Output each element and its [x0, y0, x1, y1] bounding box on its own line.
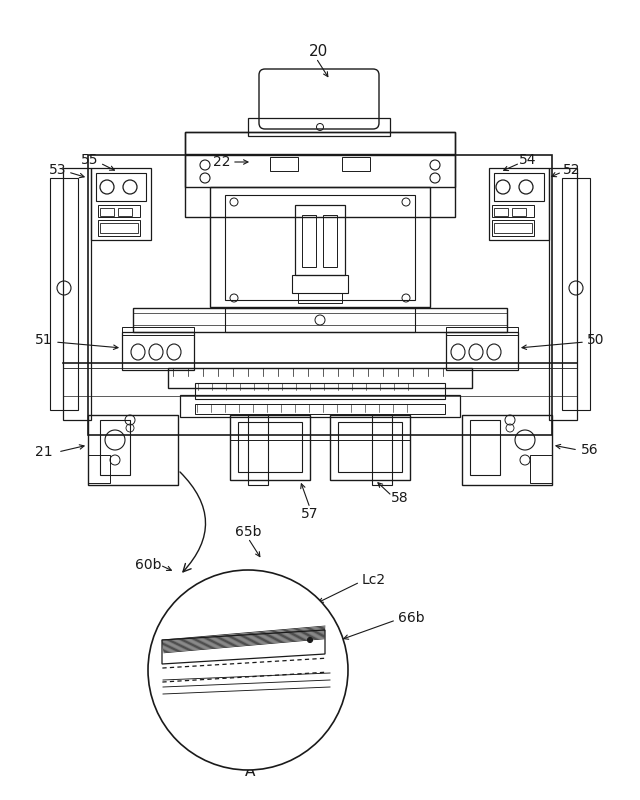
- Bar: [122, 327, 194, 335]
- Bar: [88, 415, 178, 485]
- Bar: [210, 187, 430, 307]
- Text: 52: 52: [563, 163, 580, 177]
- Bar: [492, 205, 534, 217]
- Bar: [512, 208, 526, 216]
- Text: 60b: 60b: [135, 558, 161, 572]
- Bar: [88, 155, 552, 435]
- Text: 65b: 65b: [235, 525, 261, 539]
- Bar: [100, 208, 114, 216]
- Bar: [238, 422, 302, 472]
- Text: 51: 51: [35, 333, 53, 347]
- Bar: [230, 415, 310, 480]
- Text: 54: 54: [519, 153, 537, 167]
- Bar: [494, 208, 508, 216]
- Text: 53: 53: [49, 163, 67, 177]
- Text: 57: 57: [301, 507, 319, 521]
- Bar: [302, 215, 316, 267]
- Polygon shape: [162, 630, 325, 664]
- Bar: [195, 383, 445, 399]
- Bar: [323, 215, 337, 267]
- Bar: [492, 220, 534, 236]
- Text: 55: 55: [81, 153, 99, 167]
- Bar: [96, 173, 146, 201]
- Bar: [494, 173, 544, 201]
- Text: Lc2: Lc2: [362, 573, 386, 587]
- Bar: [185, 132, 455, 217]
- Text: 20: 20: [308, 45, 328, 59]
- Bar: [118, 208, 132, 216]
- Bar: [489, 168, 549, 240]
- Bar: [225, 195, 415, 300]
- Bar: [549, 168, 577, 420]
- Text: 66b: 66b: [398, 611, 424, 625]
- Bar: [100, 420, 130, 475]
- Text: 56: 56: [581, 443, 599, 457]
- Bar: [225, 308, 415, 332]
- Bar: [248, 415, 268, 485]
- Bar: [100, 223, 138, 233]
- FancyArrowPatch shape: [180, 472, 205, 572]
- Bar: [185, 132, 455, 154]
- Bar: [98, 205, 140, 217]
- Text: 50: 50: [588, 333, 605, 347]
- Bar: [180, 395, 460, 417]
- Text: 58: 58: [391, 491, 409, 505]
- Bar: [270, 157, 298, 171]
- Bar: [338, 422, 402, 472]
- Bar: [462, 415, 552, 485]
- Bar: [168, 368, 472, 388]
- Bar: [50, 178, 78, 410]
- Bar: [295, 205, 345, 275]
- Bar: [122, 332, 194, 370]
- Bar: [98, 220, 140, 236]
- Bar: [470, 420, 500, 475]
- Bar: [372, 415, 392, 485]
- Circle shape: [307, 638, 312, 642]
- Circle shape: [148, 570, 348, 770]
- Bar: [195, 404, 445, 414]
- Bar: [330, 415, 410, 480]
- Bar: [562, 178, 590, 410]
- Bar: [446, 332, 518, 370]
- Text: A: A: [245, 765, 255, 779]
- Bar: [88, 455, 110, 483]
- Bar: [446, 327, 518, 335]
- Bar: [530, 455, 552, 483]
- Bar: [494, 223, 532, 233]
- Bar: [298, 293, 342, 303]
- Bar: [91, 168, 151, 240]
- Text: 21: 21: [35, 445, 53, 459]
- Bar: [133, 308, 507, 332]
- Text: 22: 22: [213, 155, 231, 169]
- Bar: [248, 118, 390, 136]
- Bar: [63, 168, 91, 420]
- Bar: [185, 155, 455, 187]
- Bar: [292, 275, 348, 293]
- Bar: [342, 157, 370, 171]
